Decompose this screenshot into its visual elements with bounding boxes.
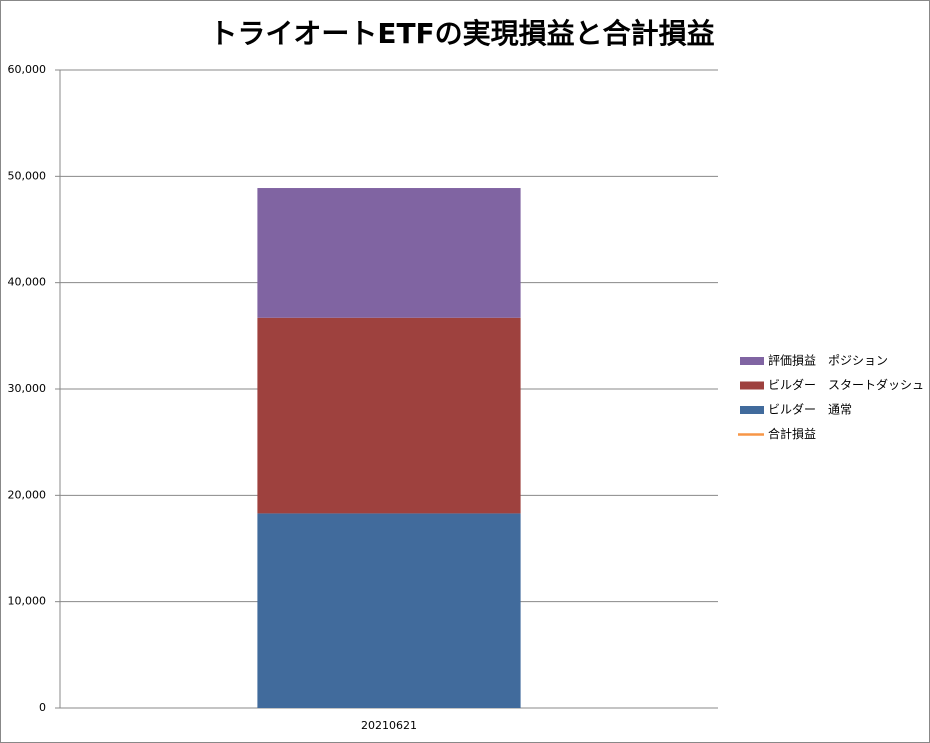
y-tick-label: 40,000	[8, 276, 47, 289]
legend-label: 評価損益 ポジション	[768, 353, 888, 368]
legend-swatch	[740, 406, 764, 414]
x-tick-label: 20210621	[361, 719, 417, 732]
bar-segment	[257, 188, 521, 318]
y-tick-label: 30,000	[8, 382, 47, 395]
bar-segment	[257, 317, 521, 514]
y-tick-label: 10,000	[8, 595, 47, 608]
legend-label: 合計損益	[768, 426, 816, 441]
bar-segment	[257, 513, 521, 708]
y-tick-label: 60,000	[8, 63, 47, 76]
legend-swatch	[740, 357, 764, 365]
y-tick-label: 20,000	[8, 488, 47, 501]
chart-title: トライオートETFの実現損益と合計損益	[209, 17, 714, 50]
y-tick-label: 0	[39, 701, 46, 714]
legend-label: ビルダー 通常	[768, 402, 852, 417]
legend-swatch	[740, 381, 764, 390]
y-tick-label: 50,000	[8, 169, 47, 182]
legend-label: ビルダー スタートダッシュ	[768, 377, 924, 392]
